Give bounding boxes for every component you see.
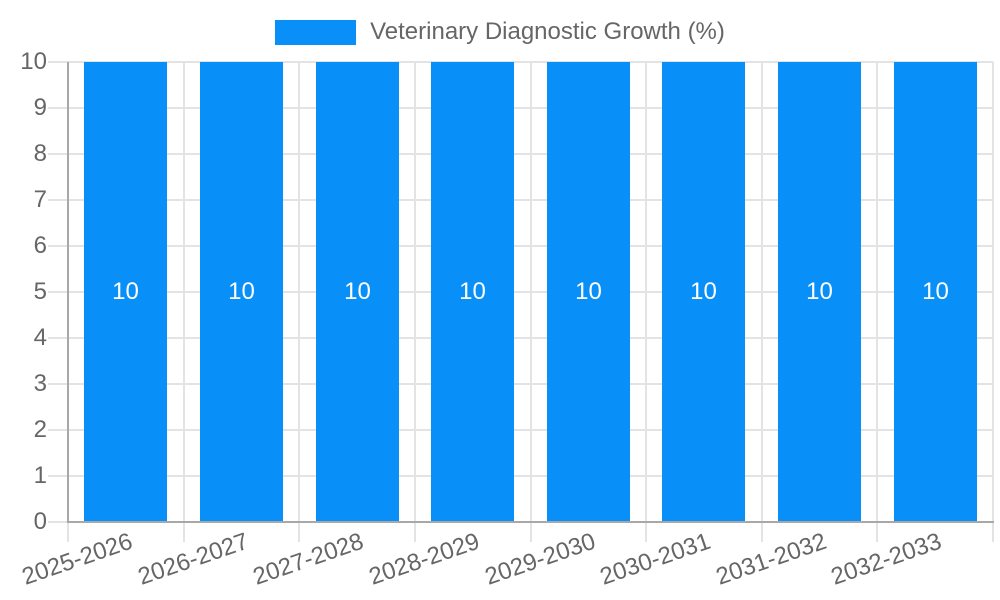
- x-tick: [529, 522, 532, 542]
- y-tick-label: 7: [33, 186, 47, 213]
- x-tick-label: 2027-2028: [249, 527, 368, 591]
- y-tick: [48, 429, 68, 431]
- y-tick-label: 10: [20, 48, 47, 75]
- x-tick-label: 2026-2027: [134, 527, 252, 591]
- y-tick: [48, 383, 68, 385]
- x-grid-line: [760, 62, 763, 522]
- bar[interactable]: 10: [200, 62, 283, 522]
- y-tick-label: 0: [33, 508, 47, 535]
- x-tick-label: 2025-2026: [18, 527, 137, 591]
- x-tick: [760, 522, 763, 542]
- bar[interactable]: 10: [662, 62, 745, 522]
- y-axis-line: [67, 62, 69, 522]
- x-tick: [413, 522, 416, 542]
- y-tick: [48, 153, 68, 155]
- bar-value-label: 10: [806, 278, 833, 305]
- legend-swatch: [275, 19, 357, 45]
- y-tick: [48, 337, 68, 339]
- x-tick: [298, 522, 301, 542]
- bar-value-label: 10: [459, 278, 486, 305]
- x-grid-line: [992, 62, 994, 522]
- y-tick: [48, 475, 68, 477]
- y-tick-label: 3: [33, 370, 47, 397]
- x-tick-label: 2032-2033: [828, 527, 946, 591]
- legend-label: Veterinary Diagnostic Growth (%): [370, 18, 725, 45]
- x-tick: [992, 522, 994, 542]
- x-axis-line: [67, 521, 994, 523]
- x-tick-label: 2030-2031: [596, 527, 715, 591]
- y-tick: [48, 61, 68, 63]
- bar-value-label: 10: [344, 278, 371, 305]
- bar[interactable]: 10: [894, 62, 977, 522]
- bar-value-label: 10: [690, 278, 717, 305]
- y-tick-label: 1: [33, 462, 47, 489]
- x-grid-line: [876, 62, 879, 522]
- x-tick: [645, 522, 648, 542]
- y-tick-label: 6: [33, 232, 47, 259]
- y-tick-label: 2: [33, 416, 47, 443]
- y-tick: [48, 245, 68, 247]
- y-tick-label: 9: [33, 94, 47, 121]
- bar[interactable]: 10: [316, 62, 399, 522]
- x-grid-line: [529, 62, 532, 522]
- bar-value-label: 10: [112, 278, 139, 305]
- bar[interactable]: 10: [84, 62, 167, 522]
- x-tick: [182, 522, 185, 542]
- x-grid-line: [645, 62, 648, 522]
- x-tick: [67, 522, 69, 542]
- chart-legend[interactable]: Veterinary Diagnostic Growth (%): [0, 19, 1000, 45]
- y-tick-label: 4: [33, 324, 47, 351]
- y-tick: [48, 107, 68, 109]
- bar-value-label: 10: [575, 278, 602, 305]
- y-tick-label: 8: [33, 140, 47, 167]
- y-tick: [48, 199, 68, 201]
- x-tick-label: 2031-2032: [712, 527, 830, 591]
- x-tick: [876, 522, 879, 542]
- y-tick: [48, 291, 68, 293]
- y-tick: [48, 521, 68, 523]
- y-tick-label: 5: [33, 278, 47, 305]
- x-tick-label: 2029-2030: [481, 527, 599, 591]
- x-grid-line: [298, 62, 301, 522]
- bar[interactable]: 10: [547, 62, 630, 522]
- x-grid-line: [182, 62, 185, 522]
- bar[interactable]: 10: [431, 62, 514, 522]
- x-grid-line: [413, 62, 416, 522]
- x-tick-label: 2028-2029: [365, 527, 483, 591]
- bar-value-label: 10: [228, 278, 255, 305]
- bar-value-label: 10: [922, 278, 949, 305]
- bar[interactable]: 10: [778, 62, 861, 522]
